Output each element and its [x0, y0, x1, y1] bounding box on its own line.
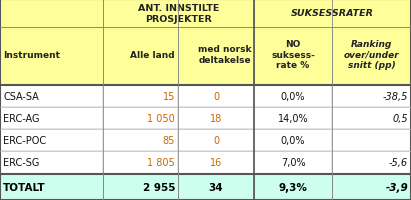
- Text: Alle land: Alle land: [130, 50, 175, 59]
- Bar: [0, 28, 103, 86]
- Text: 18: 18: [210, 113, 222, 123]
- Text: 0: 0: [213, 135, 219, 145]
- Bar: [332, 129, 411, 151]
- Text: 1 050: 1 050: [147, 113, 175, 123]
- Bar: [332, 151, 411, 174]
- Bar: [254, 174, 332, 200]
- Bar: [178, 107, 254, 129]
- Bar: [332, 28, 411, 86]
- Text: med norsk
deltakelse: med norsk deltakelse: [198, 45, 251, 64]
- Text: NO
suksess-
rate %: NO suksess- rate %: [271, 40, 315, 70]
- Bar: [254, 86, 332, 107]
- Text: ERC-SG: ERC-SG: [3, 158, 39, 168]
- Bar: [103, 0, 254, 28]
- Text: 14,0%: 14,0%: [278, 113, 308, 123]
- Text: ANT. INNSTILTE
PROSJEKTER: ANT. INNSTILTE PROSJEKTER: [138, 4, 219, 24]
- Text: 85: 85: [163, 135, 175, 145]
- Bar: [254, 0, 411, 28]
- Bar: [0, 151, 103, 174]
- Bar: [254, 28, 332, 86]
- Text: 9,3%: 9,3%: [279, 182, 307, 192]
- Text: 0,0%: 0,0%: [281, 92, 305, 101]
- Text: 0,5: 0,5: [393, 113, 408, 123]
- Text: 7,0%: 7,0%: [281, 158, 305, 168]
- Bar: [178, 86, 254, 107]
- Text: -3,9: -3,9: [385, 182, 408, 192]
- Bar: [254, 129, 332, 151]
- Bar: [0, 129, 103, 151]
- Text: TOTALT: TOTALT: [3, 182, 46, 192]
- Bar: [332, 86, 411, 107]
- Bar: [332, 107, 411, 129]
- Text: 0: 0: [213, 92, 219, 101]
- Bar: [103, 28, 178, 86]
- Bar: [103, 107, 178, 129]
- Bar: [0, 174, 103, 200]
- Text: 0,0%: 0,0%: [281, 135, 305, 145]
- Text: 34: 34: [209, 182, 223, 192]
- Text: 15: 15: [163, 92, 175, 101]
- Bar: [0, 107, 103, 129]
- Text: -38,5: -38,5: [383, 92, 408, 101]
- Bar: [0, 0, 103, 28]
- Text: 1 805: 1 805: [147, 158, 175, 168]
- Text: SUKSESSRATER: SUKSESSRATER: [291, 9, 374, 18]
- Text: CSA-SA: CSA-SA: [3, 92, 39, 101]
- Bar: [178, 28, 254, 86]
- Bar: [103, 86, 178, 107]
- Bar: [332, 174, 411, 200]
- Bar: [0, 86, 103, 107]
- Bar: [178, 129, 254, 151]
- Text: ERC-POC: ERC-POC: [3, 135, 46, 145]
- Bar: [103, 151, 178, 174]
- Bar: [254, 151, 332, 174]
- Bar: [178, 151, 254, 174]
- Text: Ranking
over/under
snitt (pp): Ranking over/under snitt (pp): [344, 40, 399, 70]
- Text: ERC-AG: ERC-AG: [3, 113, 39, 123]
- Bar: [254, 107, 332, 129]
- Text: Instrument: Instrument: [3, 50, 60, 59]
- Bar: [178, 174, 254, 200]
- Text: 16: 16: [210, 158, 222, 168]
- Text: -5,6: -5,6: [389, 158, 408, 168]
- Text: 2 955: 2 955: [143, 182, 175, 192]
- Bar: [103, 129, 178, 151]
- Bar: [103, 174, 178, 200]
